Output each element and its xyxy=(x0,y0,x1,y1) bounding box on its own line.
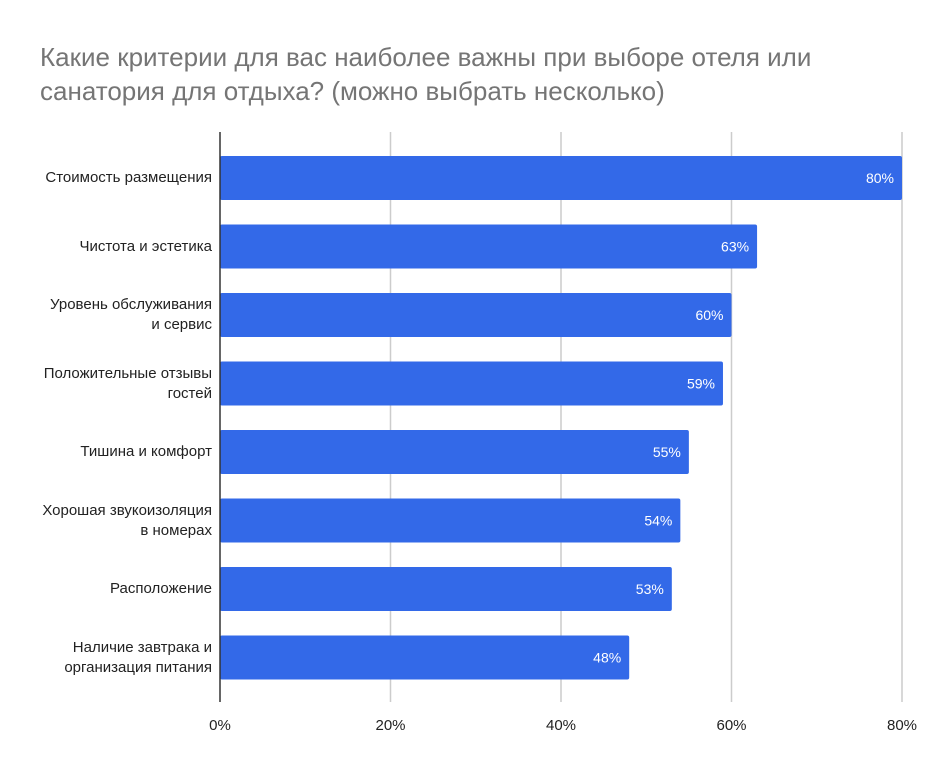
chart-title: Какие критерии для вас наиболее важны пр… xyxy=(40,42,812,106)
category-label: Расположение xyxy=(12,555,212,623)
bar-value-label: 48% xyxy=(593,650,621,666)
category-label: Стоимость размещения xyxy=(12,144,212,212)
category-label-text: Уровень обслуживания и сервис xyxy=(50,296,212,333)
bar-value-label: 55% xyxy=(653,444,681,460)
category-label: Положительные отзывы гостей xyxy=(12,350,212,418)
bar-value-label: 59% xyxy=(687,376,715,392)
bar xyxy=(220,293,732,337)
bar xyxy=(220,224,758,269)
category-label: Уровень обслуживания и сервис xyxy=(12,281,212,349)
category-label-text: Стоимость размещения xyxy=(45,169,212,186)
x-tick-label: 0% xyxy=(209,717,231,734)
bar-value-label: 54% xyxy=(644,513,672,529)
x-tick-label: 20% xyxy=(375,717,405,734)
bars: 80% 63% 60% 59% 55% 54% 53% 48% xyxy=(220,156,902,680)
bar-value-label: 80% xyxy=(866,170,894,186)
category-label: Тишина и комфорт xyxy=(12,418,212,486)
x-tick-label: 40% xyxy=(546,717,576,734)
category-label-text: Тишина и комфорт xyxy=(80,443,212,460)
x-axis-ticks: 0% 20% 40% 60% 80% xyxy=(209,717,917,734)
bar xyxy=(220,498,681,543)
bar-value-label: 60% xyxy=(695,307,723,323)
bar-value-label: 63% xyxy=(721,239,749,255)
category-label-text: Хорошая звукоизоляция в номерах xyxy=(42,501,212,539)
bar xyxy=(220,430,689,474)
category-label-text: Расположение xyxy=(110,580,212,597)
bar xyxy=(220,156,902,200)
category-label: Хорошая звукоизоляция в номерах xyxy=(12,487,212,555)
category-label-text: Чистота и эстетика xyxy=(79,237,212,255)
bar-value-label: 53% xyxy=(636,581,664,597)
grid-lines xyxy=(389,132,903,702)
category-label: Чистота и эстетика xyxy=(12,213,212,281)
bar xyxy=(220,567,672,611)
x-tick-label: 60% xyxy=(716,717,746,734)
category-label-text: Наличие завтрака и организация питания xyxy=(64,638,212,676)
category-label: Наличие завтрака и организация питания xyxy=(12,624,212,692)
bar xyxy=(220,361,723,406)
x-tick-label: 80% xyxy=(887,717,917,734)
category-label-text: Положительные отзывы гостей xyxy=(43,364,212,402)
bar xyxy=(220,635,630,680)
